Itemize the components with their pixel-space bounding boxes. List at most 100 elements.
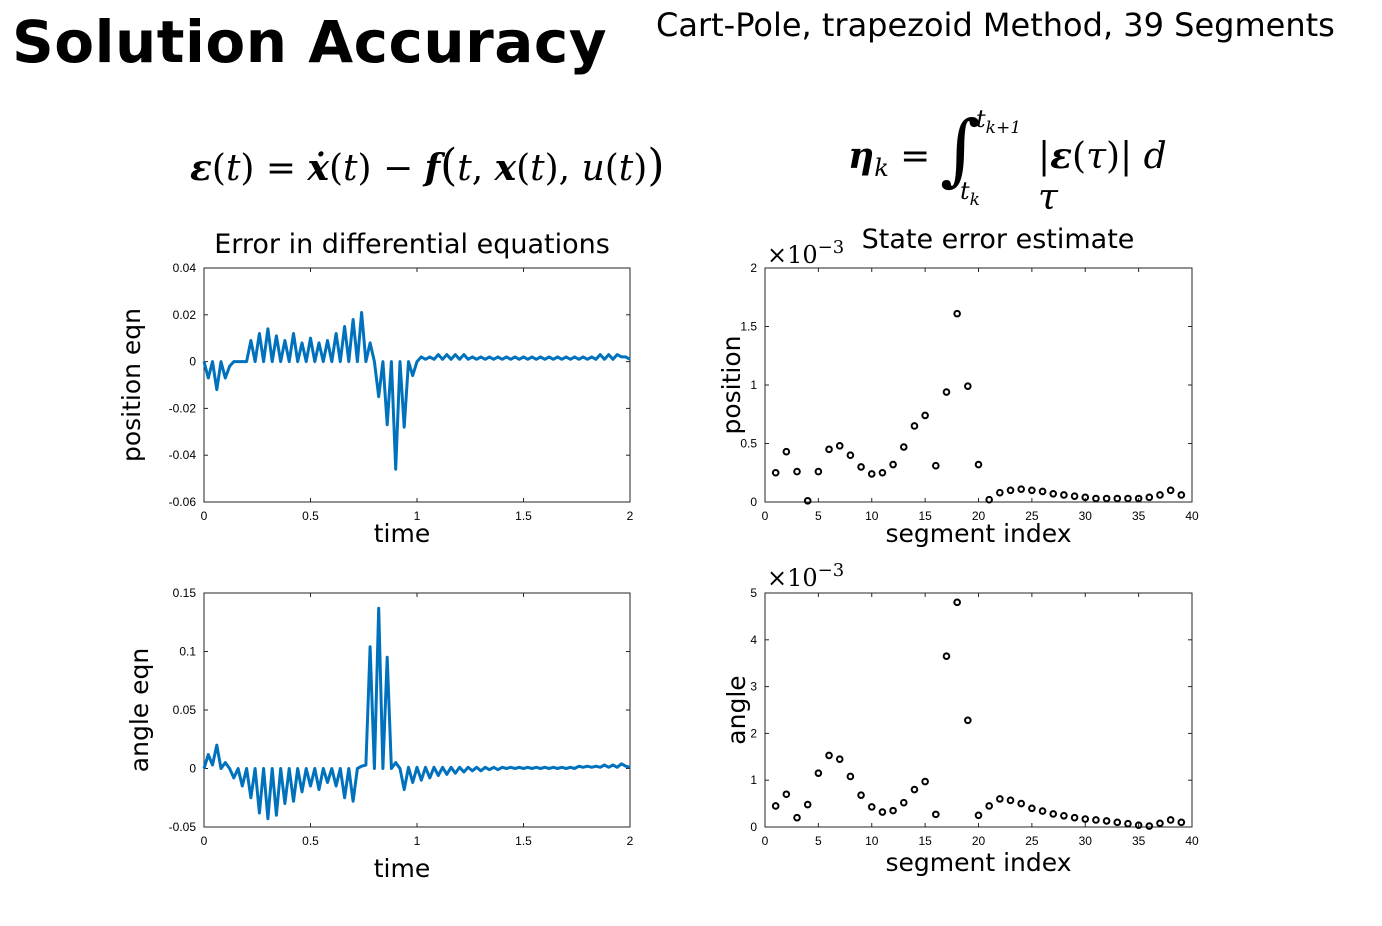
- chart4-point: [1166, 816, 1175, 824]
- chart4-point: [1113, 818, 1122, 827]
- chart4-point: [1060, 811, 1068, 820]
- chart3-plot-area: [203, 592, 631, 828]
- chart2-point: [782, 447, 791, 456]
- chart2-ytick-label: 1.5: [740, 320, 757, 334]
- chart1-series-line: [202, 311, 631, 471]
- chart2-point: [835, 442, 844, 450]
- chart2-point: [974, 460, 983, 469]
- chart3-ytick-label: -0.05: [169, 820, 197, 834]
- chart1-xtick-label: 2: [627, 509, 634, 523]
- chart2-point: [1070, 492, 1079, 500]
- chart1-xlabel: time: [374, 519, 430, 548]
- chart1-xtick-label: 0: [201, 509, 208, 523]
- chart4-point: [1081, 815, 1090, 823]
- chart4-point: [964, 716, 972, 725]
- chart1-xtick-label: 1: [414, 509, 421, 523]
- chart2-xtick-label: 15: [918, 509, 932, 523]
- chart3-ytick-label: 0: [189, 762, 196, 776]
- chart4-point: [1049, 810, 1058, 818]
- chart4-xtick-label: 35: [1132, 834, 1146, 848]
- chart2-point: [1134, 494, 1143, 503]
- chart4-point: [793, 813, 801, 822]
- chart1-title: Error in differential equations: [214, 229, 610, 260]
- chart2-point: [1124, 494, 1132, 503]
- chart4-point: [825, 751, 833, 760]
- chart4-xtick-label: 15: [918, 834, 932, 848]
- chart4-point: [953, 598, 961, 607]
- chart2-xtick-label: 10: [865, 509, 879, 523]
- chart2-xtick-label: 35: [1132, 509, 1146, 523]
- chart4-point: [921, 777, 929, 786]
- chart2-ylabel: position: [717, 335, 746, 434]
- chart3-xtick-label: 0: [201, 834, 208, 848]
- chart4-point: [1102, 817, 1111, 825]
- chart1-plot-area: [203, 267, 631, 503]
- chart4-xtick-label: 0: [762, 834, 769, 848]
- chart3-xtick-label: 2: [627, 834, 634, 848]
- chart4-xtick-label: 40: [1185, 834, 1199, 848]
- chart2-point: [932, 461, 940, 470]
- chart4-ytick-label: 1: [750, 773, 757, 787]
- chart1-ytick-label: 0.04: [173, 261, 197, 275]
- chart4-point: [942, 652, 951, 660]
- chart2-point: [1017, 485, 1026, 493]
- chart2-plot-area: [764, 267, 1193, 503]
- chart2-point: [996, 488, 1004, 497]
- chart2-xlabel: segment index: [886, 519, 1072, 548]
- error-integral-equation: ηk = ∫ tk+1 tk |ε(τ)| d τ: [848, 105, 1167, 218]
- chart2-point: [1145, 493, 1154, 502]
- chart1-xtick-label: 0.5: [302, 509, 319, 523]
- chart3-series-line: [202, 606, 631, 821]
- chart4-point: [889, 806, 897, 815]
- chart2-point: [1177, 491, 1186, 499]
- chart1-ytick-label: -0.02: [169, 401, 197, 415]
- chart4-xtick-label: 30: [1079, 834, 1093, 848]
- chart4-point: [1156, 819, 1164, 828]
- chart1-ytick-label: -0.06: [169, 495, 197, 509]
- chart4-point: [814, 769, 823, 777]
- chart4-point: [932, 810, 940, 819]
- chart2-point: [825, 445, 833, 454]
- chart2-point: [1156, 491, 1164, 499]
- chart2-xtick-label: 0: [762, 509, 769, 523]
- chart2-ytick-label: 0.5: [740, 437, 757, 451]
- chart4-point: [899, 798, 908, 807]
- chart2-point: [846, 451, 855, 460]
- chart2-point: [1081, 493, 1090, 502]
- chart2-point: [878, 468, 887, 477]
- chart2-point: [1028, 486, 1036, 495]
- chart2-point: [1060, 491, 1068, 499]
- chart4-point: [1124, 819, 1132, 828]
- chart4-ytick-label: 3: [750, 680, 757, 694]
- chart4-point: [835, 755, 844, 763]
- chart4-point: [1017, 799, 1026, 808]
- chart2-point: [814, 467, 823, 476]
- chart4-point: [1134, 821, 1143, 829]
- chart4-point: [771, 802, 780, 810]
- chart4-point: [910, 785, 919, 794]
- chart3-ylabel: angle eqn: [125, 648, 154, 772]
- chart2-point: [964, 382, 972, 390]
- chart1-ytick-label: 0.02: [173, 308, 197, 322]
- chart2-point: [793, 467, 801, 476]
- chart2-point: [1102, 494, 1111, 503]
- chart2-point: [1166, 486, 1175, 495]
- chart3-ytick-label: 0.1: [179, 645, 196, 659]
- chart4-point: [846, 772, 855, 781]
- chart2-point: [1006, 486, 1015, 495]
- chart2-point: [1049, 490, 1058, 498]
- chart2-point: [1038, 487, 1047, 496]
- chart2-point: [942, 388, 951, 396]
- chart2-xtick-label: 20: [972, 509, 986, 523]
- chart1-ytick-label: -0.04: [169, 448, 197, 462]
- residual-equation: ε(t) = ẋ(t) − f(t, x(t), u(t)): [190, 140, 665, 191]
- chart2-ytick-label: 0: [750, 495, 757, 509]
- chart2-point: [921, 411, 929, 420]
- chart3-ytick-label: 0.15: [173, 586, 197, 600]
- chart2-point: [889, 460, 897, 469]
- chart2-point: [1113, 494, 1122, 503]
- slide-title: Solution Accuracy: [12, 8, 608, 76]
- chart4-point: [1177, 818, 1186, 827]
- chart2-point: [953, 309, 961, 318]
